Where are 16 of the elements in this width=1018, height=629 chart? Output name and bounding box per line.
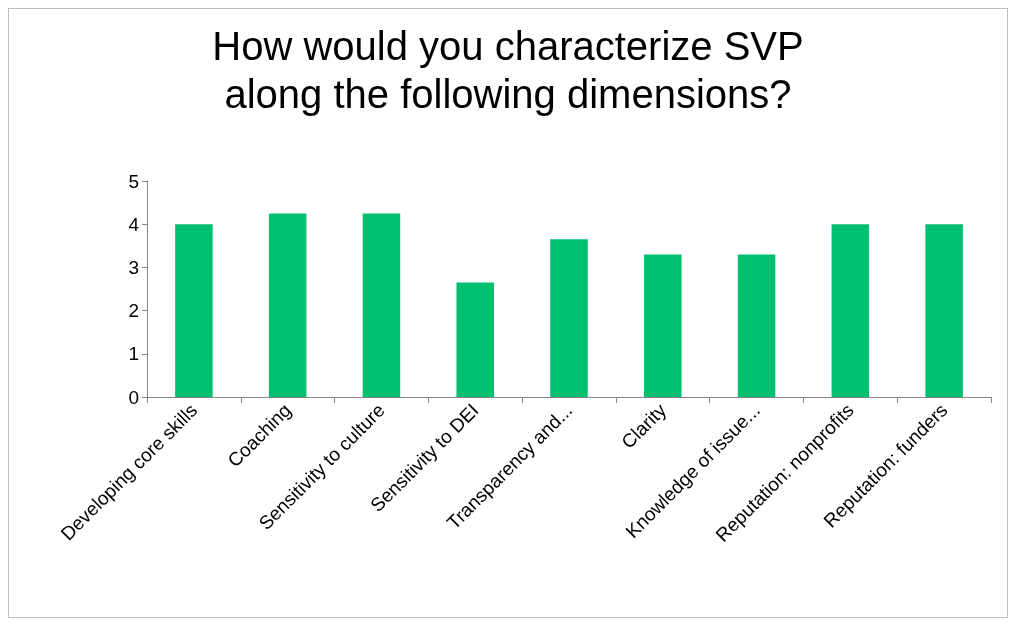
bar	[550, 239, 588, 397]
bar	[737, 254, 776, 397]
chart-title: How would you characterize SVP along the following dimensions?	[212, 24, 804, 116]
y-tick-label: 1	[128, 343, 139, 365]
y-tick-label: 4	[128, 213, 140, 235]
bar	[268, 213, 307, 397]
y-tick-label: 2	[128, 300, 139, 322]
bar	[644, 254, 682, 397]
bar	[456, 282, 494, 397]
bar	[925, 224, 963, 397]
bar	[175, 224, 213, 397]
y-tick-label: 3	[128, 256, 139, 278]
bar	[362, 213, 401, 397]
bar	[831, 224, 870, 397]
y-tick-label: 5	[128, 170, 139, 192]
y-tick-label: 0	[128, 386, 139, 408]
